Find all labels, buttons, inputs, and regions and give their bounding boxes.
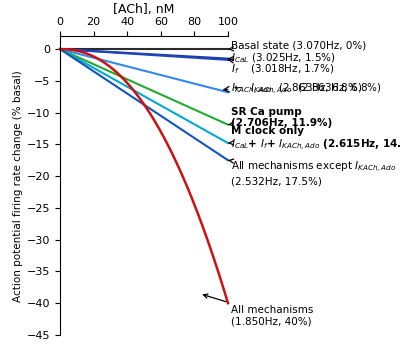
Text: $I_{CaL}$ (3.025Hz, 1.5%): $I_{CaL}$ (3.025Hz, 1.5%) — [228, 52, 336, 66]
Text: SR Ca pump
(2.706Hz, 11.9%): SR Ca pump (2.706Hz, 11.9%) — [228, 107, 333, 128]
Text: $I_{KACh,Ado}$  (2.863Hz, 6.8%): $I_{KACh,Ado}$ (2.863Hz, 6.8%) — [231, 82, 363, 97]
Text: All mechanisms except $I_{KACh,Ado}$
(2.532Hz, 17.5%): All mechanisms except $I_{KACh,Ado}$ (2.… — [228, 159, 397, 186]
Y-axis label: Action potential firing rate change (% basal): Action potential firing rate change (% b… — [13, 70, 23, 301]
Text: All mechanisms
(1.850Hz, 40%): All mechanisms (1.850Hz, 40%) — [204, 294, 314, 327]
Text: $I_f$    (3.018Hz, 1.7%): $I_f$ (3.018Hz, 1.7%) — [228, 59, 335, 76]
Text: M clock only
$I_{CaL}$+ $I_f$+ $I_{KACh,Ado}$ (2.615Hz, 14.8%): M clock only $I_{CaL}$+ $I_f$+ $I_{KACh,… — [228, 126, 400, 153]
X-axis label: [ACh], nM: [ACh], nM — [113, 3, 175, 16]
Text: $\leftarrow$  $I_{KACh,Ado}$  (2.863Hz, 6.8%): $\leftarrow$ $I_{KACh,Ado}$ (2.863Hz, 6.… — [231, 82, 382, 97]
Text: Basal state (3.070Hz, 0%): Basal state (3.070Hz, 0%) — [228, 41, 367, 51]
